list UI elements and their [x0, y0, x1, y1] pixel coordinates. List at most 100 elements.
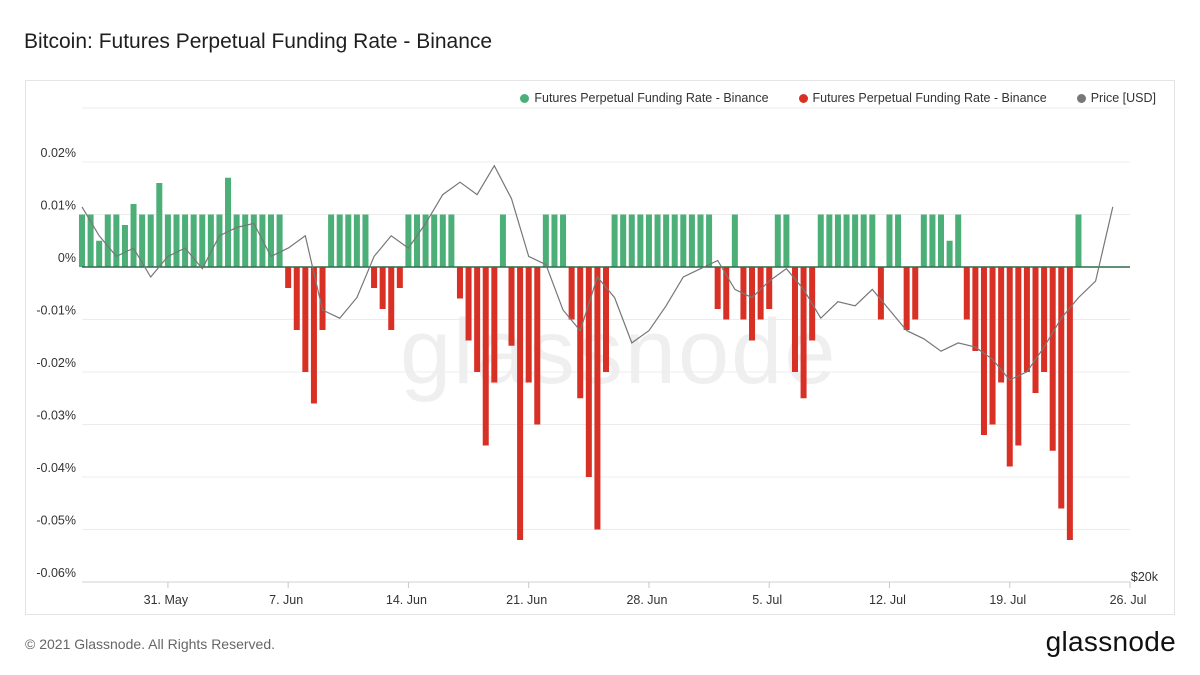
funding-bar — [594, 267, 601, 530]
funding-bar — [396, 267, 403, 288]
funding-bar — [1023, 267, 1030, 372]
funding-bar — [345, 214, 352, 267]
funding-bar — [242, 214, 249, 267]
funding-bar — [1032, 267, 1039, 393]
funding-bar — [1066, 267, 1073, 540]
funding-bar — [542, 214, 549, 267]
funding-bar — [663, 214, 670, 267]
chart-frame — [25, 80, 1175, 615]
funding-bar — [757, 267, 764, 320]
funding-bar — [233, 214, 240, 267]
legend-label: Futures Perpetual Funding Rate - Binance — [812, 91, 1047, 105]
price-axis-label: $20k — [1131, 570, 1159, 584]
y-tick-label: -0.03% — [36, 409, 76, 423]
funding-bar — [310, 267, 317, 404]
funding-bar — [714, 267, 721, 309]
funding-bar — [749, 267, 756, 341]
funding-bar — [680, 214, 687, 267]
funding-bar — [731, 214, 738, 267]
funding-bar — [834, 214, 841, 267]
funding-bar — [938, 214, 945, 267]
funding-bar — [654, 214, 661, 267]
funding-bar — [766, 267, 773, 309]
funding-bar — [508, 267, 515, 346]
funding-bar — [405, 214, 412, 267]
funding-bar — [448, 214, 455, 267]
glassnode-logo[interactable]: glassnode — [1045, 626, 1176, 657]
funding-bar — [1041, 267, 1048, 372]
funding-bar — [379, 267, 386, 309]
funding-bar — [637, 214, 644, 267]
funding-bar — [791, 267, 798, 372]
legend-dot-icon — [1076, 93, 1086, 103]
y-tick-label: -0.06% — [36, 566, 76, 580]
funding-bar — [843, 214, 850, 267]
funding-bar — [1015, 267, 1022, 446]
legend-dot-icon — [798, 93, 808, 103]
funding-bar — [903, 267, 910, 330]
funding-bar — [817, 214, 824, 267]
y-tick-label: -0.05% — [36, 514, 76, 528]
x-tick-label: 26. Jul — [1110, 593, 1147, 607]
funding-bar — [912, 267, 919, 320]
chart-title: Bitcoin: Futures Perpetual Funding Rate … — [24, 30, 493, 53]
funding-bar — [577, 267, 584, 399]
funding-bar — [525, 267, 532, 383]
y-tick-label: -0.04% — [36, 461, 76, 475]
funding-bar — [602, 267, 610, 372]
funding-bar — [190, 214, 197, 267]
funding-bar — [706, 214, 713, 267]
funding-bar — [250, 214, 257, 267]
funding-bar — [302, 267, 309, 372]
x-tick-label: 19. Jul — [989, 593, 1026, 607]
price-line — [81, 164, 1114, 381]
funding-bar — [980, 267, 987, 435]
x-tick-label: 7. Jun — [269, 593, 303, 607]
x-tick-label: 5. Jul — [752, 593, 782, 607]
funding-bar — [886, 214, 893, 267]
funding-bar — [139, 214, 146, 267]
funding-bar — [620, 214, 627, 267]
legend-item-funding-positive[interactable]: Futures Perpetual Funding Rate - Binance — [520, 91, 769, 105]
funding-bar — [491, 267, 498, 383]
funding-bar — [1006, 267, 1013, 467]
legend-dot-icon — [520, 93, 530, 103]
x-tick-label: 31. May — [144, 593, 189, 607]
legend-item-funding-negative[interactable]: Futures Perpetual Funding Rate - Binance — [798, 91, 1047, 105]
x-tick-label: 21. Jun — [506, 593, 547, 607]
funding-bar — [328, 214, 335, 267]
funding-bar — [499, 214, 506, 267]
funding-bar — [628, 214, 635, 267]
funding-bar — [645, 214, 652, 267]
funding-bar — [353, 214, 360, 267]
funding-bar — [156, 183, 163, 267]
funding-bar — [783, 214, 790, 267]
funding-bar — [78, 214, 86, 267]
y-tick-label: 0.02% — [41, 146, 76, 160]
funding-bar — [688, 214, 695, 267]
funding-bar — [585, 267, 592, 477]
funding-bar — [869, 214, 876, 267]
x-tick-label: 14. Jun — [386, 593, 427, 607]
funding-bar — [895, 214, 902, 267]
funding-bar — [267, 214, 274, 267]
funding-rate-bars — [78, 177, 1082, 540]
x-tick-label: 12. Jul — [869, 593, 906, 607]
funding-bar — [216, 214, 223, 267]
y-tick-label: -0.01% — [36, 304, 76, 318]
funding-bar — [482, 267, 489, 446]
funding-bar — [414, 214, 421, 267]
funding-bar — [465, 267, 472, 341]
x-axis: 31. May 7. Jun 14. Jun 21. Jun 28. Jun 5. Jul… — [82, 581, 1147, 607]
funding-bar — [989, 267, 996, 425]
funding-bar — [560, 214, 567, 267]
legend-item-price[interactable]: Price [USD] — [1076, 91, 1156, 105]
funding-bar — [422, 214, 429, 267]
y-axis: -0.06% -0.05% -0.04% -0.03% -0.02% -0.01% 0% 0.… — [36, 146, 1158, 584]
funding-bar — [336, 214, 343, 267]
funding-bar — [955, 214, 962, 267]
funding-bar — [1075, 214, 1082, 267]
funding-bar — [147, 214, 154, 267]
funding-bar — [671, 214, 678, 267]
funding-bar — [276, 214, 283, 267]
